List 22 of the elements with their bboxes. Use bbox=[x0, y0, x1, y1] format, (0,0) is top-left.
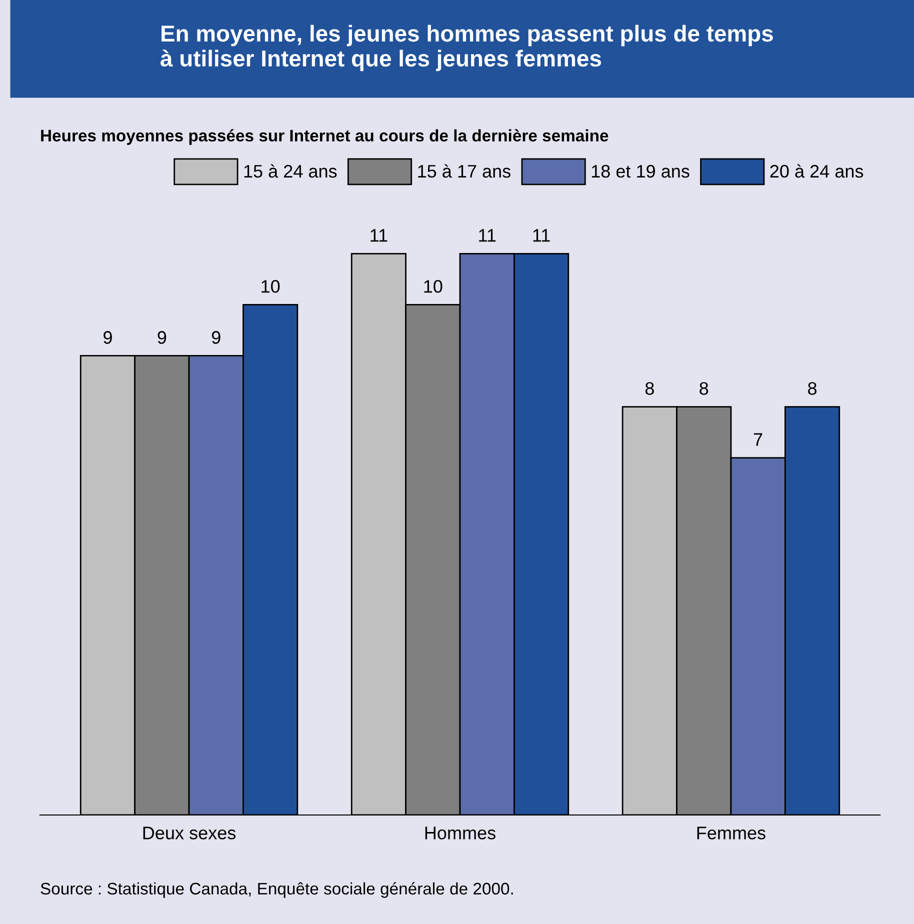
legend-label: 15 à 24 ans bbox=[244, 164, 337, 178]
data-label: 9 bbox=[104, 331, 112, 344]
data-label: 11 bbox=[479, 229, 496, 242]
chart-subtitle: Heures moyennes passées sur Internet au cours de la dernière semaine bbox=[41, 129, 608, 145]
legend-label: 15 à 17 ans bbox=[418, 164, 510, 178]
data-label: 9 bbox=[158, 331, 166, 344]
x-tick-label: Hommes bbox=[425, 826, 496, 840]
data-label: 8 bbox=[808, 382, 816, 395]
data-label: 10 bbox=[424, 280, 442, 293]
data-label: 11 bbox=[533, 229, 550, 242]
data-label: 8 bbox=[645, 382, 654, 395]
data-label: 9 bbox=[212, 331, 220, 344]
chart-title: En moyenne, les jeunes hommes passent plus de temps à utiliser Internet que les jeunes femmes bbox=[160, 24, 773, 72]
data-label: 10 bbox=[262, 280, 280, 293]
data-label: 11 bbox=[370, 229, 388, 242]
data-label: 7 bbox=[754, 433, 762, 446]
x-tick-label: Femmes bbox=[697, 826, 766, 840]
x-tick-label: Deux sexes bbox=[143, 826, 236, 840]
source-note: Source : Statistique Canada, Enquête sociale générale de 2000. bbox=[40, 882, 513, 898]
data-label: 8 bbox=[700, 382, 708, 395]
legend-label: 20 à 24 ans bbox=[770, 164, 864, 178]
legend-label: 18 et 19 ans bbox=[592, 164, 690, 178]
